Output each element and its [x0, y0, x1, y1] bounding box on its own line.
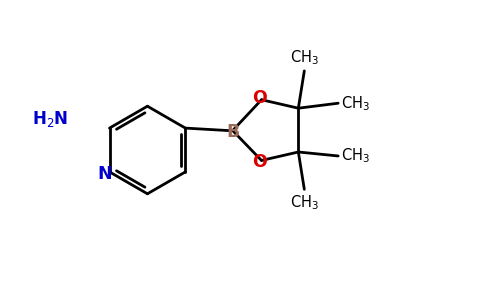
Text: O: O — [252, 153, 267, 171]
Text: O: O — [252, 89, 267, 107]
Text: N: N — [97, 165, 112, 183]
Text: CH$_3$: CH$_3$ — [290, 193, 319, 212]
Text: CH$_3$: CH$_3$ — [341, 147, 370, 165]
Text: B: B — [226, 123, 239, 141]
Text: CH$_3$: CH$_3$ — [341, 94, 370, 112]
Text: H$_2$N: H$_2$N — [32, 109, 69, 129]
Text: CH$_3$: CH$_3$ — [290, 49, 319, 68]
